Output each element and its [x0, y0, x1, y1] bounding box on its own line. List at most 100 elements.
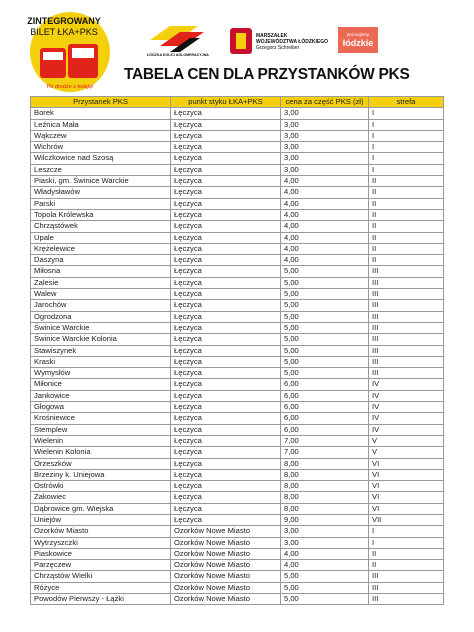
bus-window	[43, 52, 63, 60]
table-cell: II	[368, 242, 444, 256]
table-row: Leszcze Łęczyca 3,00 I	[30, 163, 444, 177]
table-cell: III	[368, 367, 444, 380]
table-cell: Łęczyca	[170, 457, 281, 470]
table-cell: I	[368, 152, 444, 165]
table-row: Wytrzyszczki Ozorków Nowe Miasto 3,00 I	[30, 536, 444, 549]
table-cell: Wilczkowice nad Szosą	[30, 152, 171, 165]
table-row: Zalesie Łęczyca 5,00 III	[30, 276, 444, 290]
table-cell: 4,00	[280, 254, 369, 267]
table-row: Kraski Łęczyca 5,00 III	[30, 355, 444, 369]
table-cell: 4,00	[280, 197, 369, 210]
table-cell: Ozorków Nowe Miasto	[170, 559, 281, 572]
table-cell: Łęczyca	[170, 175, 281, 188]
table-cell: Łęczyca	[170, 310, 281, 323]
table-cell: Łęczyca	[170, 446, 281, 459]
region-line2: łódzkie	[343, 38, 374, 48]
table-cell: Łęczyca	[170, 186, 281, 199]
table-cell: IV	[368, 378, 444, 391]
table-cell: 4,00	[280, 175, 369, 188]
table-row: Krośniewice Łęczyca 6,00 IV	[30, 412, 444, 425]
table-cell: III	[368, 310, 444, 323]
table-cell: V	[368, 434, 444, 448]
table-row: Świnice Warckie Łęczyca 5,00 III	[30, 321, 444, 335]
table-cell: Łęczyca	[170, 276, 281, 290]
coat-detail	[236, 33, 246, 49]
table-cell: I	[368, 163, 444, 177]
table-cell: Łęczyca	[170, 321, 281, 335]
table-cell: 3,00	[280, 536, 369, 549]
table-row: Jankowice Łęczyca 6,00 IV	[30, 389, 444, 403]
table-cell: II	[368, 208, 444, 222]
table-row: Wąkczew Łęczyca 3,00 I	[30, 129, 444, 143]
table-cell: III	[368, 299, 444, 312]
table-cell: VI	[368, 491, 444, 504]
table-cell: Różyce	[30, 581, 171, 595]
table-row: Leźnica Mała Łęczyca 3,00 I	[30, 118, 444, 131]
table-cell: 5,00	[280, 333, 369, 346]
table-cell: 4,00	[280, 231, 369, 244]
table-row: Stawiszynek Łęczyca 5,00 III	[30, 344, 444, 357]
table-cell: Daszyna	[30, 254, 171, 267]
table-cell: III	[368, 570, 444, 583]
table-row: Parski Łęczyca 4,00 II	[30, 197, 444, 210]
table-cell: II	[368, 197, 444, 210]
marshal-line1: MARSZAŁEK	[256, 33, 288, 39]
region-logo-bg	[338, 27, 378, 53]
column-header: cena za część PKS (zł)	[280, 95, 369, 109]
table-cell: 3,00	[280, 163, 369, 177]
table-cell: Łęczyca	[170, 412, 281, 425]
table-cell: 8,00	[280, 502, 369, 515]
table-row: Upale Łęczyca 4,00 II	[30, 231, 444, 244]
table-cell: Chrząstów Wielki	[30, 570, 171, 583]
table-row: Borek Łęczyca 3,00 I	[30, 107, 444, 120]
table-row: Wilczkowice nad Szosą Łęczyca 3,00 I	[30, 152, 444, 165]
table-cell: 5,00	[280, 355, 369, 369]
table-cell: Łęczyca	[170, 208, 281, 222]
table-row: Wielenin Łęczyca 7,00 V	[30, 434, 444, 448]
table-cell: Ozorków Nowe Miasto	[170, 581, 281, 595]
table-cell: 9,00	[280, 513, 369, 527]
table-cell: Stawiszynek	[30, 344, 171, 357]
table-row: Chrząstów Wielki Ozorków Nowe Miasto 5,00 I…	[30, 570, 444, 583]
table-cell: 4,00	[280, 559, 369, 572]
table-row: Ostrówki Łęczyca 8,00 VI	[30, 480, 444, 493]
table-cell: 7,00	[280, 434, 369, 448]
logo-bar: ZINTEGROWANY BILET ŁKA+PKS Po drodze z k…	[27, 12, 378, 92]
table-row: Uniejów Łęczyca 9,00 VII	[30, 513, 444, 527]
table-cell: Leszcze	[30, 163, 171, 177]
table-body: Borek Łęczyca 3,00 I Leźnica Mała Łęczyca 3,00…	[30, 107, 444, 606]
lka-shape	[150, 26, 198, 40]
table-row: Powodów Pierwszy - Łążki Ozorków Nowe Mia…	[30, 593, 444, 606]
table-row: Miłonice Łęczyca 6,00 IV	[30, 378, 444, 391]
table-cell: III	[368, 276, 444, 290]
table-row: Orzeszków Łęczyca 8,00 VI	[30, 457, 444, 470]
lka-shape	[170, 38, 200, 52]
table-cell: Topola Królewska	[30, 208, 171, 222]
table-row: Chrząstówek Łęczyca 4,00 II	[30, 220, 444, 233]
table-row: Wichrów Łęczyca 3,00 I	[30, 141, 444, 154]
table-cell: Ozorków Nowe Miasto	[170, 536, 281, 549]
table-cell: 8,00	[280, 480, 369, 493]
table-cell: 3,00	[280, 152, 369, 165]
table-cell: Zakowiec	[30, 491, 171, 504]
table-cell: 4,00	[280, 186, 369, 199]
table-row: Wielenin Kolonia Łęczyca 7,00 V	[30, 446, 444, 459]
table-cell: IV	[368, 423, 444, 436]
table-cell: Ozorków Miasto	[30, 525, 171, 538]
table-row: Ozorków Miasto Ozorków Nowe Miasto 3,00 I	[30, 525, 444, 538]
table-row: Krężelewice Łęczyca 4,00 II	[30, 242, 444, 256]
column-header: strefa	[368, 95, 444, 109]
table-cell: 5,00	[280, 321, 369, 335]
table-cell: Łęczyca	[170, 513, 281, 527]
price-table: Przystanek PKS punkt styku ŁKA+PKS cena za…	[30, 95, 444, 606]
table-cell: II	[368, 254, 444, 267]
table-cell: Chrząstówek	[30, 220, 171, 233]
table-cell: 4,00	[280, 242, 369, 256]
table-cell: Piaski, gm. Świnice Warckie	[30, 175, 171, 188]
table-row: Miłosna Łęczyca 5,00 III	[30, 265, 444, 278]
table-cell: IV	[368, 401, 444, 414]
table-cell: Łęczyca	[170, 389, 281, 403]
table-cell: Zalesie	[30, 276, 171, 290]
table-cell: Powodów Pierwszy - Łążki	[30, 593, 171, 606]
